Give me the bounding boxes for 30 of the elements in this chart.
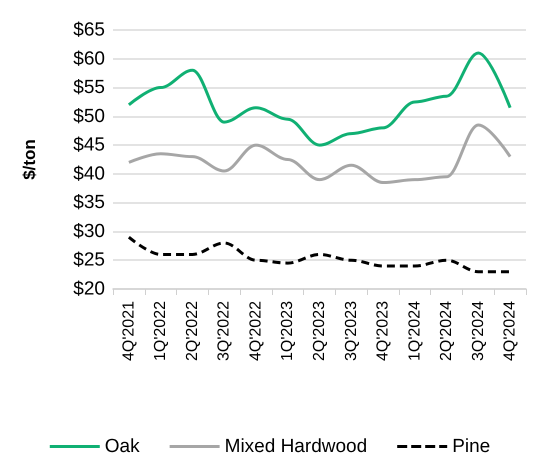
- line-series: [127, 52, 512, 147]
- x-tick-label: 4Q'2024: [502, 300, 519, 361]
- x-tick-label: 2Q'2024: [438, 300, 456, 361]
- y-tick-label: $65: [73, 20, 105, 40]
- legend-label: Pine: [452, 436, 490, 457]
- y-tick-label: $35: [73, 192, 105, 214]
- y-tick-label: $55: [73, 77, 105, 98]
- y-tick-label: $20: [73, 278, 105, 300]
- y-tick-label: $45: [73, 134, 105, 156]
- y-tick-label: $50: [73, 106, 105, 127]
- legend-label: Oak: [104, 436, 140, 457]
- x-tick-label: 4Q'2022: [247, 300, 264, 361]
- x-tick-label: 2Q'2023: [311, 300, 328, 361]
- x-tick-label: 3Q'2022: [216, 300, 233, 361]
- y-tick-label: $40: [73, 163, 105, 184]
- y-tick-label: $60: [73, 48, 105, 70]
- x-tick-label: 3Q'2023: [342, 300, 360, 361]
- y-tick-label: $30: [73, 220, 105, 242]
- line-series: [127, 123, 512, 184]
- x-tick-label: 1Q'2023: [279, 300, 296, 361]
- x-tick-label: 1Q'2022: [152, 300, 170, 361]
- x-tick-label: 4Q'2023: [374, 300, 392, 361]
- y-axis-title: $/ton: [20, 139, 39, 180]
- x-tick-label: 1Q'2024: [406, 300, 424, 361]
- x-tick-label: 4Q'2021: [120, 300, 138, 361]
- legend-label: Mixed Hardwood: [224, 436, 368, 457]
- line-series: [127, 236, 512, 274]
- x-tick-label: 2Q'2022: [184, 300, 201, 361]
- y-tick-label: $25: [73, 250, 105, 271]
- x-tick-label: 3Q'2024: [470, 300, 487, 361]
